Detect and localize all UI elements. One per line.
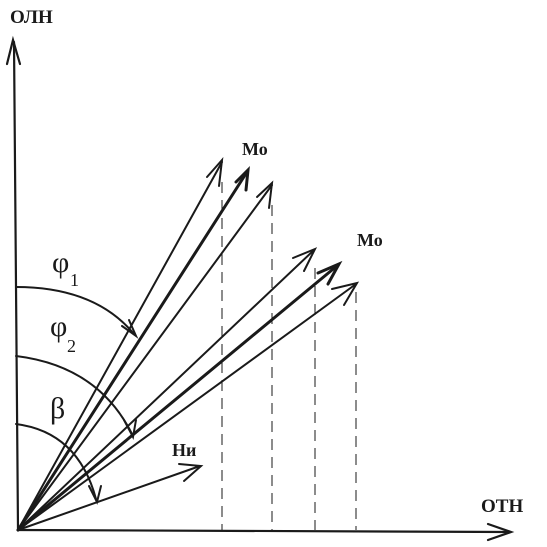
angle-label-phi1: φ bbox=[52, 246, 69, 279]
angle-label-phi2: φ bbox=[50, 310, 67, 343]
y-axis bbox=[5, 35, 22, 532]
projection-lines bbox=[221, 182, 357, 530]
y-axis-label: ОЛН bbox=[10, 7, 53, 28]
vector-bold bbox=[16, 165, 250, 532]
vector-bold bbox=[16, 260, 343, 532]
angle-arc-phi2 bbox=[15, 355, 137, 441]
x-axis-label: ОТН bbox=[481, 496, 523, 517]
vector-label-ni: Ни bbox=[172, 440, 196, 460]
vector-label-mo-lower: Мо bbox=[357, 230, 383, 250]
vector bbox=[17, 156, 224, 531]
angle-arc-phi1 bbox=[15, 286, 139, 339]
angle-label-phi2-subscript: 2 bbox=[67, 336, 76, 356]
vector-label-mo-upper: Мо bbox=[242, 139, 268, 159]
angle-label-beta: β bbox=[50, 392, 65, 425]
vector bbox=[17, 247, 318, 531]
angle-arc-beta bbox=[15, 423, 102, 505]
vector bbox=[17, 281, 360, 531]
vector-short bbox=[17, 463, 204, 531]
vector bbox=[17, 180, 274, 531]
angle-label-phi1-subscript: 1 bbox=[70, 270, 79, 290]
x-axis bbox=[16, 522, 515, 542]
